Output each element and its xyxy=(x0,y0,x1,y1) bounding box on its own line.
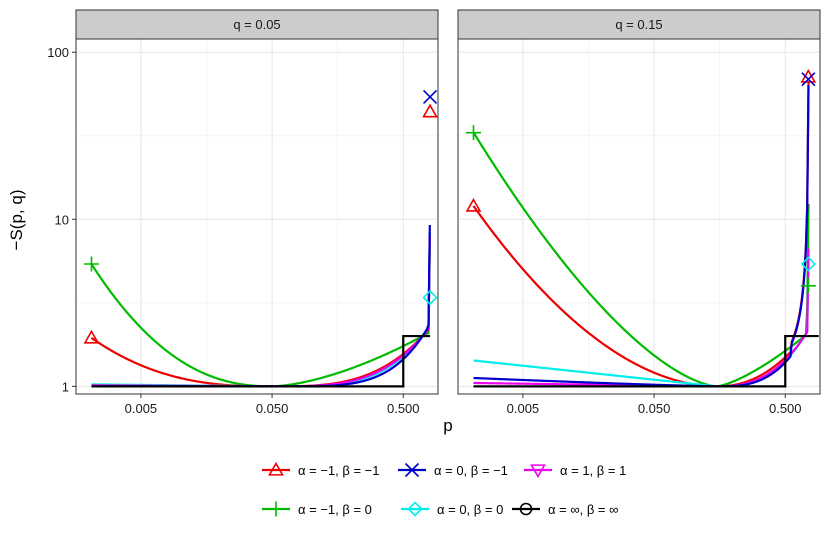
series-layer xyxy=(90,224,431,388)
point-marker-a0_b0 xyxy=(800,256,816,272)
facet-strip xyxy=(75,9,439,40)
facet-title: q = 0.15 xyxy=(615,17,662,32)
panel-border xyxy=(75,38,439,395)
point-marker-a-1_b0 xyxy=(83,256,99,272)
series-line-a0_b-1 xyxy=(473,85,810,388)
legend-item-a1_b1: α = 1, β = 1 xyxy=(524,463,626,479)
facet-strip xyxy=(457,9,821,40)
legend-item-ainf_binf: α = ∞, β = ∞ xyxy=(512,502,618,517)
x-tick-label: 0.005 xyxy=(125,401,158,416)
panel-border xyxy=(457,38,821,395)
series-line-ainf_binf xyxy=(473,334,819,388)
point-marker-a0_b-1 xyxy=(801,72,816,87)
y-tick-label: 100 xyxy=(47,45,69,60)
x-tick-label: 0.005 xyxy=(507,401,540,416)
x-tick-label: 0.050 xyxy=(256,401,289,416)
series-line-a-1_b-1 xyxy=(472,81,810,388)
x-tick-label: 0.050 xyxy=(638,401,671,416)
legend-label: α = 1, β = 1 xyxy=(560,463,626,478)
x-tick-label: 0.500 xyxy=(387,401,420,416)
legend-marker-diamond xyxy=(407,501,423,517)
point-marker-a-1_b-1 xyxy=(465,197,482,212)
y-tick-label: 10 xyxy=(55,212,69,227)
point-marker-a-1_b0 xyxy=(800,278,816,294)
x-tick-label: 0.500 xyxy=(769,401,802,416)
legend-item-a0_b-1: α = 0, β = −1 xyxy=(398,462,508,478)
legend-item-a-1_b0: α = −1, β = 0 xyxy=(262,501,372,517)
panel-2: q = 0.15 0.005 0.050 0.500 xyxy=(457,9,821,416)
panel-1: q = 0.05 0.005 0.050 0.500 1 10 100 xyxy=(47,9,439,416)
series-line-a-1_b0 xyxy=(472,131,810,388)
legend-marker-triangle-down xyxy=(530,464,546,479)
y-axis-title: −S(p, q) xyxy=(7,190,26,251)
legend-label: α = 0, β = −1 xyxy=(434,463,508,478)
point-marker-a0_b0 xyxy=(422,289,438,306)
series-line-ainf_binf xyxy=(91,334,431,388)
legend-item-a-1_b-1: α = −1, β = −1 xyxy=(262,461,380,478)
point-marker-a-1_b-1 xyxy=(83,329,100,344)
legend-label: α = −1, β = −1 xyxy=(298,463,380,478)
legend: α = −1, β = −1 α = 0, β = −1 α = 1, β = 1 α… xyxy=(262,461,626,517)
x-axis-title: p xyxy=(443,416,452,435)
point-marker-a-1_b-1 xyxy=(422,103,438,118)
point-marker-a-1_b0 xyxy=(465,125,481,141)
legend-item-a0_b0: α = 0, β = 0 xyxy=(401,501,503,517)
legend-marker-circle xyxy=(519,502,533,516)
y-tick-label: 1 xyxy=(62,379,69,394)
plot-background xyxy=(76,39,438,394)
legend-label: α = 0, β = 0 xyxy=(437,502,503,517)
legend-marker-plus xyxy=(268,501,284,517)
legend-marker-triangle-up xyxy=(268,461,284,476)
facet-title: q = 0.05 xyxy=(233,17,280,32)
legend-marker-cross xyxy=(404,462,420,478)
plot-background xyxy=(458,39,820,394)
series-layer xyxy=(472,81,819,388)
point-marker-a0_b-1 xyxy=(422,89,438,105)
legend-label: α = ∞, β = ∞ xyxy=(548,502,618,517)
legend-label: α = −1, β = 0 xyxy=(298,502,372,517)
